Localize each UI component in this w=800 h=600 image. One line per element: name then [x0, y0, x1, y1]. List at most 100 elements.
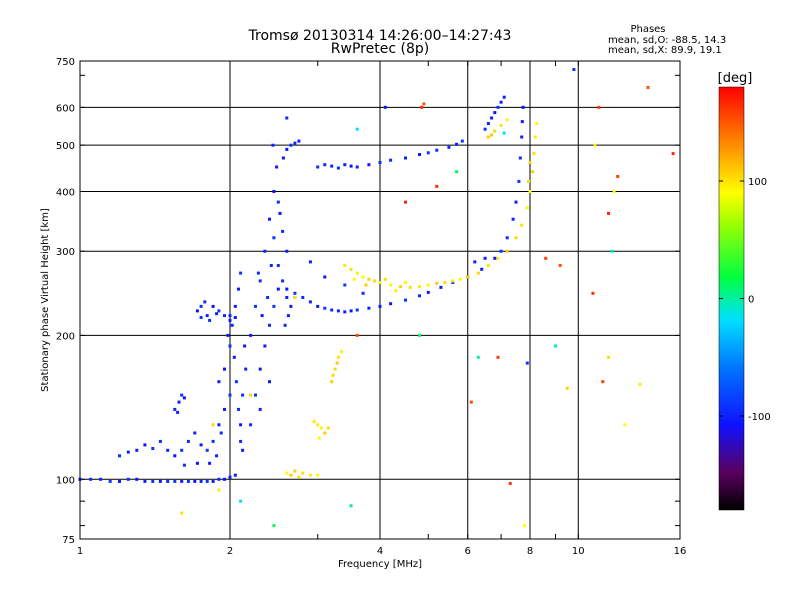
colorbar — [718, 86, 745, 511]
data-point — [404, 298, 407, 302]
data-point — [312, 420, 316, 424]
data-point — [502, 131, 506, 135]
data-point — [486, 122, 490, 125]
data-point — [418, 294, 421, 298]
data-point — [455, 142, 459, 146]
data-point — [623, 423, 627, 427]
data-point — [610, 249, 614, 253]
data-point — [426, 283, 430, 287]
data-point — [355, 308, 359, 312]
data-point — [263, 249, 267, 253]
data-point — [593, 143, 597, 147]
data-point — [404, 200, 407, 204]
data-point — [143, 479, 147, 483]
data-point — [505, 236, 509, 240]
data-point — [607, 355, 610, 359]
x-tick-label: 6 — [465, 546, 471, 557]
data-point — [408, 285, 412, 289]
data-point — [195, 309, 199, 313]
data-point — [223, 477, 226, 481]
data-point — [223, 407, 226, 411]
data-point — [528, 161, 532, 164]
data-point — [208, 318, 212, 322]
data-point — [166, 479, 170, 483]
data-point — [486, 264, 490, 267]
data-point — [254, 393, 257, 397]
data-point — [671, 152, 675, 156]
data-point — [211, 439, 215, 443]
data-point — [355, 165, 359, 169]
data-point — [241, 448, 245, 452]
data-point — [499, 123, 503, 127]
data-point — [361, 291, 365, 295]
x-tick-label: 1 — [77, 546, 83, 557]
data-point — [228, 318, 232, 322]
data-point — [308, 473, 312, 477]
data-point — [316, 423, 320, 427]
data-point — [217, 380, 221, 384]
data-point — [241, 393, 245, 397]
data-point — [208, 461, 212, 465]
data-point — [258, 367, 262, 371]
data-point — [286, 314, 290, 318]
data-point — [447, 145, 451, 149]
data-point — [383, 277, 387, 281]
data-point — [182, 396, 186, 400]
data-point — [193, 479, 197, 483]
data-point — [476, 355, 480, 359]
data-point — [276, 287, 280, 291]
data-point — [399, 285, 403, 289]
data-point — [118, 479, 121, 483]
data-point — [343, 163, 347, 167]
data-point — [404, 281, 407, 284]
data-point — [215, 312, 219, 316]
data-point — [203, 300, 207, 304]
data-point — [493, 111, 497, 115]
data-point — [364, 283, 368, 287]
data-point — [228, 393, 232, 397]
data-point — [420, 105, 424, 109]
data-point — [367, 306, 371, 310]
data-point — [518, 156, 522, 160]
data-point — [205, 479, 209, 483]
data-point — [336, 309, 340, 313]
y-tick-label: 600 — [56, 103, 75, 114]
x-tick-labels: 1 2 4 6 8 10 16 — [77, 546, 687, 557]
data-point — [239, 499, 243, 503]
data-point — [455, 170, 459, 174]
data-point — [285, 287, 289, 291]
data-point — [232, 355, 236, 359]
data-point — [514, 200, 518, 204]
x-tick-label: 16 — [674, 546, 687, 557]
data-point — [237, 407, 240, 411]
data-point — [389, 158, 393, 162]
data-point — [601, 380, 605, 384]
data-point — [426, 290, 430, 294]
data-point — [182, 463, 186, 467]
data-point — [505, 249, 509, 253]
data-point — [180, 448, 184, 452]
data-point — [278, 211, 282, 215]
data-point — [531, 170, 535, 174]
grid — [80, 61, 680, 539]
data-point — [239, 439, 243, 443]
data-point — [258, 407, 262, 411]
data-point — [173, 454, 177, 458]
data-point — [301, 471, 305, 475]
data-point — [205, 314, 209, 318]
data-point — [230, 323, 234, 327]
data-point — [607, 211, 610, 215]
data-point — [451, 279, 455, 283]
data-point — [361, 275, 365, 279]
x-tick-label: 8 — [527, 546, 533, 557]
data-point — [226, 333, 230, 337]
data-point — [173, 479, 177, 483]
data-point — [323, 163, 327, 167]
data-point — [493, 256, 497, 260]
data-point — [186, 439, 190, 443]
data-point — [285, 249, 289, 253]
data-point — [435, 184, 439, 188]
data-point — [355, 127, 359, 131]
data-point — [355, 271, 359, 275]
data-point — [323, 431, 327, 435]
